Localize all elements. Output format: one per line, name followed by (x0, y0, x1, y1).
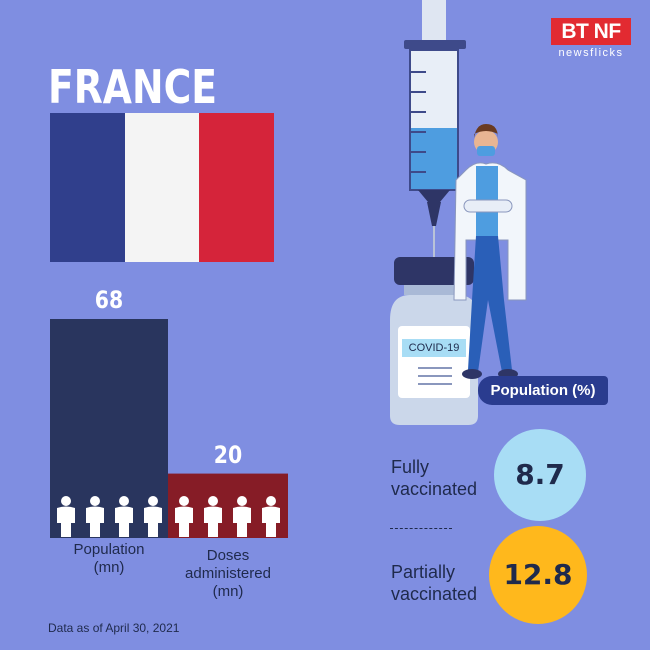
logo-subtitle: newsflicks (558, 47, 624, 59)
fully-vaccinated-label: Fully vaccinated (391, 456, 477, 500)
stat-label-line: vaccinated (391, 584, 478, 604)
category-label-line: Doses (206, 547, 250, 564)
flag-stripe-red (199, 113, 275, 262)
doctor-icon (453, 124, 527, 379)
stats-divider (390, 528, 452, 529)
stat-label-line: Partially (391, 562, 456, 582)
partially-vaccinated-value: 12.8 (489, 526, 587, 624)
france-flag (50, 113, 275, 262)
vaccine-illustration (390, 0, 527, 425)
population-percent-badge: Population (%) (478, 376, 608, 405)
flag-stripe-blue (50, 113, 125, 262)
page-title: FRANCE (48, 60, 218, 114)
brand-logo: BT NF newsflicks (551, 18, 631, 59)
bar-value-population: 68 (94, 286, 124, 314)
stat-label-line: Fully (391, 457, 430, 477)
syringe-icon (404, 0, 466, 262)
category-label-line: (mn) (212, 583, 244, 600)
vial-label: COVID-19 (408, 342, 460, 354)
category-label-population: Population (mn) (50, 541, 168, 577)
flag-stripe-white (124, 113, 200, 262)
logo-mark: BT NF (551, 18, 631, 45)
fully-vaccinated-value: 8.7 (494, 429, 586, 521)
stat-label-line: vaccinated (391, 479, 478, 499)
partially-vaccinated-label: Partially vaccinated (391, 561, 477, 605)
bar-value-doses: 20 (213, 440, 243, 469)
category-label-line: administered (185, 565, 271, 582)
footnote: Data as of April 30, 2021 (48, 621, 180, 635)
category-label-line: Population (73, 541, 145, 558)
category-label-doses: Doses administered (mn) (168, 547, 288, 601)
category-label-line: (mn) (93, 559, 125, 576)
